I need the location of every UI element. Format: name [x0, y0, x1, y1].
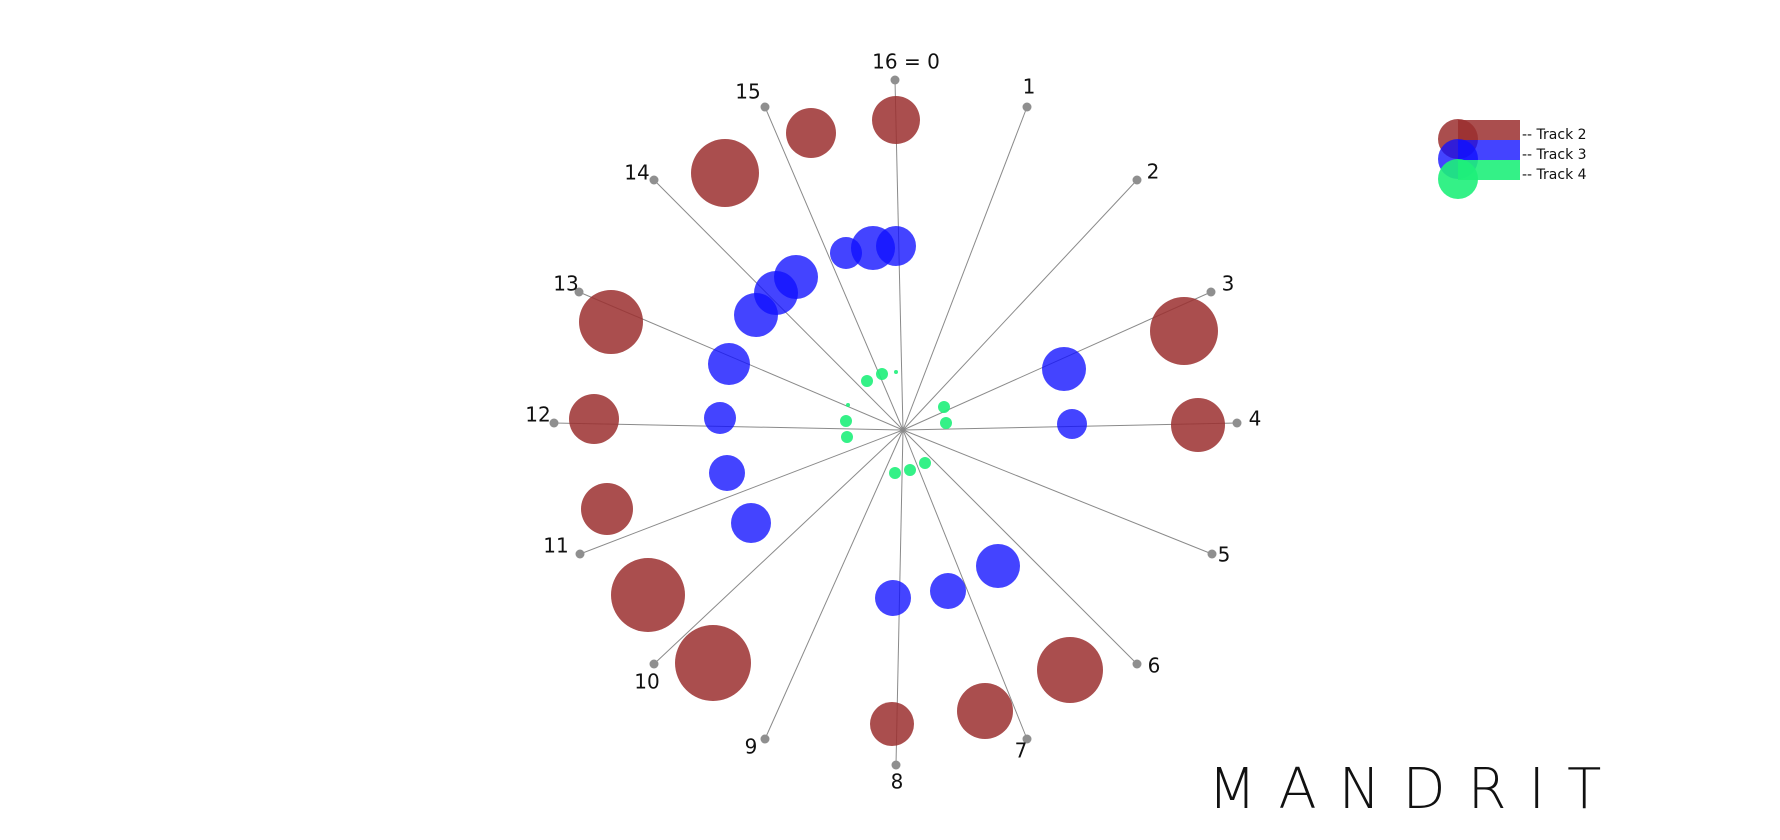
spoke-line-10 [653, 429, 904, 665]
legend-label-track-3: -- Track 3 [1522, 147, 1587, 163]
spoke-end-dot-12 [549, 418, 559, 428]
track-3-note-13 [1042, 347, 1086, 391]
track-4-note-6 [889, 467, 901, 479]
spoke-line-2 [902, 179, 1138, 431]
track-3-note-6 [708, 343, 750, 385]
spoke-end-dot-0 [890, 75, 900, 85]
track-2-note-4 [957, 683, 1013, 739]
step-label-2: 2 [1147, 160, 1160, 184]
spoke-line-7 [902, 429, 1028, 740]
track-3-note-5 [734, 293, 778, 337]
spoke-end-dot-3 [1206, 287, 1216, 297]
spoke-end-dot-6 [1132, 659, 1142, 669]
track-4-note-5 [841, 431, 853, 443]
track-2-note-12 [786, 108, 836, 158]
step-label-3: 3 [1222, 272, 1235, 296]
step-label-6: 6 [1148, 654, 1161, 678]
brand-wordmark: MANDRIT [1208, 757, 1623, 822]
step-label-9: 9 [745, 735, 758, 759]
track-4-note-3 [846, 403, 850, 407]
step-label-12: 12 [525, 403, 550, 427]
track-3-note-9 [731, 503, 771, 543]
legend-label-track-2: -- Track 2 [1522, 127, 1587, 143]
spoke-line-1 [902, 106, 1028, 431]
track-2-note-8 [581, 483, 633, 535]
track-4-note-10 [940, 417, 952, 429]
track-2-note-5 [870, 702, 914, 746]
track-3-note-8 [709, 455, 745, 491]
track-2-note-11 [691, 139, 759, 207]
track-3-note-11 [930, 573, 966, 609]
spoke-end-dot-7 [1022, 734, 1032, 744]
track-2-note-3 [1037, 637, 1103, 703]
track-3-note-2 [876, 226, 916, 266]
step-label-10: 10 [634, 670, 659, 694]
track-2-note-2 [1171, 398, 1225, 452]
track-2-note-0 [872, 96, 920, 144]
track-4-note-4 [840, 415, 852, 427]
spoke-end-dot-1 [1022, 102, 1032, 112]
spoke-end-dot-2 [1132, 175, 1142, 185]
track-3-note-7 [704, 402, 736, 434]
legend-label-track-4: -- Track 4 [1522, 167, 1587, 183]
track-3-note-12 [976, 544, 1020, 588]
legend-dot-4 [1438, 159, 1478, 199]
step-label-1: 1 [1023, 75, 1036, 99]
step-label-11: 11 [543, 534, 568, 558]
spoke-line-11 [579, 429, 904, 555]
spoke-end-dot-15 [760, 102, 770, 112]
spoke-end-dot-14 [649, 175, 659, 185]
spoke-end-dot-13 [574, 287, 584, 297]
track-2-note-7 [611, 558, 685, 632]
step-label-7: 7 [1015, 739, 1028, 763]
track-3-note-10 [875, 580, 911, 616]
step-label-8: 8 [891, 770, 904, 794]
track-2-note-1 [1150, 297, 1218, 365]
step-label-13: 13 [553, 272, 578, 296]
track-4-note-0 [861, 375, 873, 387]
spoke-line-5 [902, 429, 1213, 555]
spoke-end-dot-11 [575, 549, 585, 559]
step-label-14: 14 [624, 161, 649, 185]
spoke-end-dot-9 [760, 734, 770, 744]
track-2-note-10 [579, 290, 643, 354]
step-label-4: 4 [1249, 407, 1262, 431]
spoke-end-dot-5 [1207, 549, 1217, 559]
track-3-note-14 [1057, 409, 1087, 439]
spoke-line-9 [764, 429, 904, 740]
spoke-end-dot-4 [1232, 418, 1242, 428]
track-2-note-6 [675, 625, 751, 701]
track-4-note-2 [894, 370, 898, 374]
spoke-end-dot-10 [649, 659, 659, 669]
track-4-note-7 [904, 464, 916, 476]
track-2-note-9 [569, 394, 619, 444]
track-4-note-8 [919, 457, 931, 469]
spoke-line-6 [902, 429, 1138, 665]
step-label-5: 5 [1218, 543, 1231, 567]
step-label-0: 16 = 0 [872, 50, 940, 74]
spoke-end-dot-8 [891, 760, 901, 770]
step-label-15: 15 [735, 80, 760, 104]
track-4-note-9 [938, 401, 950, 413]
track-4-note-1 [876, 368, 888, 380]
